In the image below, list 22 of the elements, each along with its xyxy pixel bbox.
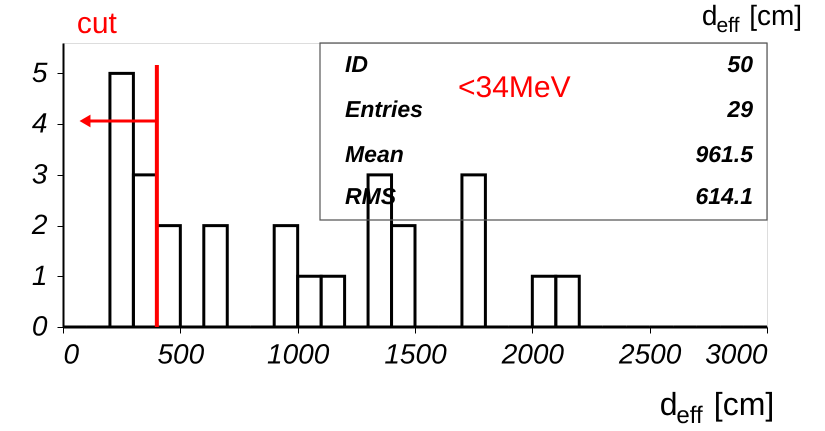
annotation: 50 [727, 51, 754, 77]
x-tick-label: 2000 [500, 338, 564, 370]
annotation: 29 [726, 96, 754, 122]
x-tick-label: 500 [157, 338, 205, 370]
x-tick-label: 1000 [267, 338, 330, 370]
x-tick-label: 0 [64, 338, 80, 370]
x-tick-label: 2500 [618, 338, 682, 370]
y-tick-label: 4 [32, 108, 48, 139]
x-tick-label: 3000 [705, 338, 768, 370]
annotation: Entries [345, 96, 423, 122]
ref-line-label: cut [76, 7, 118, 40]
annotation: Mean [345, 141, 404, 167]
y-tick-label: 2 [30, 209, 48, 240]
x-tick-label: 1500 [384, 338, 448, 370]
annotation: ID [345, 51, 368, 77]
annotation: 961.5 [695, 141, 754, 167]
y-tick-label: 1 [32, 260, 48, 291]
annotation: <34MeV [458, 71, 571, 104]
y-tick-label: 3 [32, 158, 48, 190]
y-tick-label: 0 [32, 310, 48, 342]
y-tick-label: 5 [32, 56, 48, 88]
annotation: 614.1 [695, 183, 753, 209]
